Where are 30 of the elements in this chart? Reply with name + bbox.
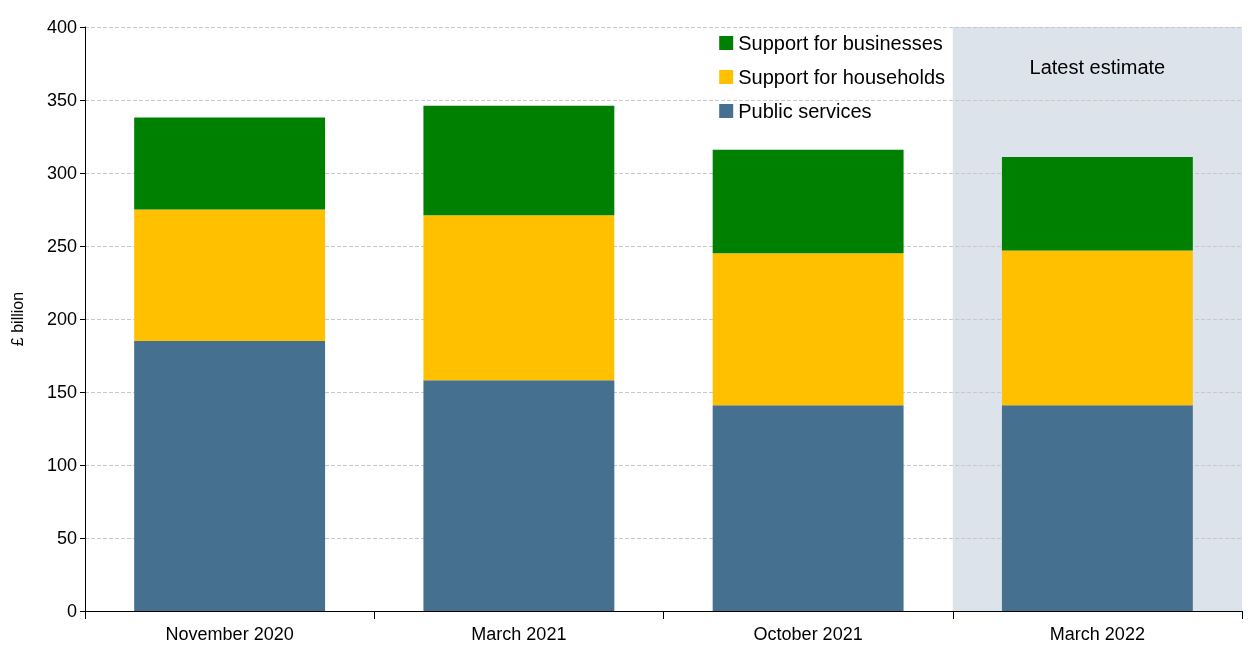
legend-label: Support for businesses [738,32,943,54]
y-tick-label: 300 [46,163,77,183]
bar [1001,250,1193,406]
bar [423,215,615,381]
bar [423,105,615,216]
bar [1001,405,1193,611]
bar [712,149,904,254]
bar [134,117,326,210]
x-tick-label: March 2021 [471,624,567,644]
y-tick-label: 100 [46,455,77,475]
y-axis-title: £ billion [8,291,26,347]
y-tick-label: 0 [66,601,77,621]
y-tick-label: 50 [56,528,77,548]
bar [134,340,326,611]
bar [712,253,904,406]
bar [423,380,615,611]
legend-label: Public services [738,100,872,122]
y-tick-label: 350 [46,90,77,110]
bar [712,405,904,611]
band-label: Latest estimate [1029,56,1166,78]
x-tick-label: November 2020 [165,624,294,644]
legend-label: Support for households [738,66,946,88]
y-tick-label: 250 [46,236,77,256]
x-tick-label: October 2021 [753,624,863,644]
bar [134,209,326,341]
y-tick-label: 400 [46,17,77,37]
bar [1001,156,1193,251]
y-tick-label: 150 [46,382,77,402]
x-tick-label: March 2022 [1049,624,1145,644]
y-tick-label: 200 [46,309,77,329]
